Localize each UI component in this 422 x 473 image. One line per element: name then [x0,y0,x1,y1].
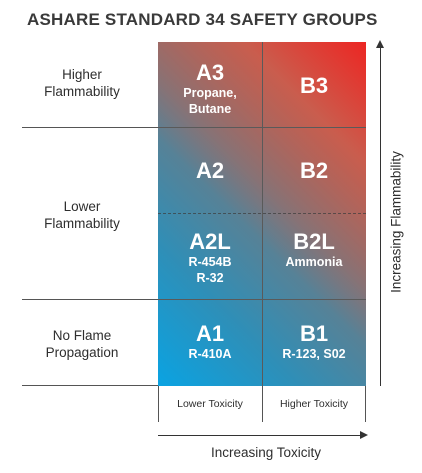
cell-example: Ammonia [285,255,343,269]
cell-example: R-410A [188,347,232,361]
row-label-line: Flammability [44,215,120,231]
cell-code: B2 [299,158,329,183]
grid-line [262,42,263,386]
row-label-higher-flammability: Higher Flammability [22,67,142,101]
row-label-line: Propagation [45,344,119,360]
column-divider [158,386,159,422]
row-divider [22,299,158,300]
cell-a2l: A2L R-454B R-32 [158,231,262,286]
cell-a2: A2 [158,160,262,182]
cell-example: Butane [188,101,232,116]
flammability-axis [380,46,381,386]
cell-a1: A1 R-410A [158,323,262,363]
cell-code: B2L [293,229,335,254]
cell-a3: A3 Propane, Butane [158,62,262,117]
diagram-title: ASHARE STANDARD 34 SAFETY GROUPS [27,10,378,29]
column-label-lower-toxicity: Lower Toxicity [177,398,243,410]
cell-code: B3 [299,73,329,98]
grid-dashed-line [158,213,366,214]
cell-example: R-123, S02 [282,347,346,361]
row-divider [22,127,158,128]
cell-example: Propane, [183,86,237,100]
cell-code: A3 [195,60,225,85]
cell-code: B1 [299,321,329,346]
cell-b1: B1 R-123, S02 [262,323,366,363]
row-divider [22,385,158,386]
column-divider [365,386,366,422]
cell-example: R-32 [196,270,224,285]
row-label-line: Flammability [44,83,120,99]
arrow-up-icon [376,40,384,48]
row-label-line: No Flame [52,328,112,343]
cell-code: A2 [195,158,225,183]
cell-b3: B3 [262,75,366,97]
cell-code: A2L [189,229,231,254]
x-axis-label: Increasing Toxicity [210,445,322,460]
cell-example: R-454B [188,255,232,269]
toxicity-axis [158,435,366,436]
cell-b2l: B2L Ammonia [262,231,366,271]
cell-b2: B2 [262,160,366,182]
cell-code: A1 [195,321,225,346]
row-label-no-flame-propagation: No Flame Propagation [22,328,142,362]
arrow-right-icon [360,431,368,439]
y-axis-label: Increasing Flammability [388,151,404,293]
column-divider [262,386,263,422]
row-label-line: Lower [63,199,101,214]
row-label-lower-flammability: Lower Flammability [22,199,142,233]
row-label-line: Higher [62,67,102,82]
column-label-higher-toxicity: Higher Toxicity [279,398,349,410]
